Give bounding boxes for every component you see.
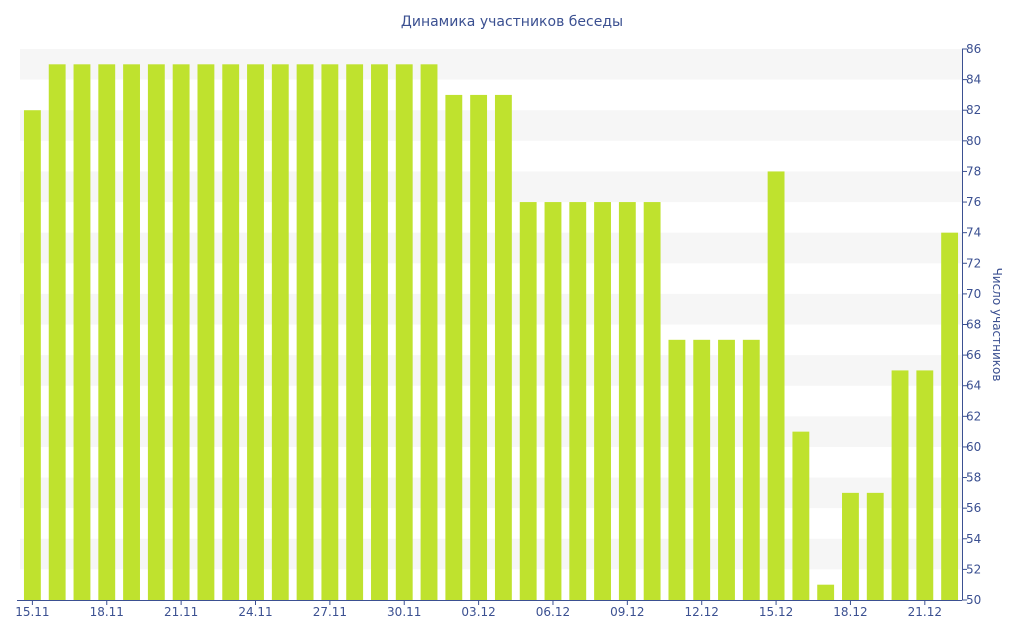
y-tick-label: 50 (966, 593, 981, 607)
y-tick-label: 86 (966, 42, 981, 56)
y-tick-label: 68 (966, 318, 981, 332)
bar[interactable] (693, 339, 711, 600)
bar[interactable] (48, 64, 66, 600)
bar[interactable] (792, 431, 810, 600)
bar[interactable] (470, 94, 488, 601)
bar[interactable] (123, 64, 140, 600)
y-tick-label: 74 (966, 226, 981, 240)
bar[interactable] (296, 64, 314, 600)
bar[interactable] (420, 64, 438, 600)
x-tick-labels: 15.11 18.11 21.11 24.11 27.11 30.11 03.12 06.12… (15, 600, 942, 619)
bar[interactable] (247, 64, 264, 600)
bar[interactable] (891, 370, 909, 600)
x-tick-label: 27.11 (313, 605, 347, 619)
bar[interactable] (569, 202, 587, 600)
x-tick-label: 21.12 (908, 605, 942, 619)
bar[interactable] (73, 64, 91, 600)
y-axis-label: Число участников (990, 268, 1004, 382)
y-tick-label: 58 (966, 471, 981, 485)
y-tick-label: 76 (966, 195, 981, 209)
bar[interactable] (668, 339, 686, 600)
bars (23, 64, 959, 601)
y-tick-label: 80 (966, 134, 981, 148)
bar[interactable] (916, 370, 934, 600)
bar[interactable] (742, 339, 760, 600)
x-tick-label: 30.11 (387, 605, 421, 619)
bar[interactable] (618, 202, 636, 600)
bar[interactable] (817, 584, 835, 600)
x-tick-label: 03.12 (461, 605, 495, 619)
bar[interactable] (371, 64, 388, 600)
bar[interactable] (23, 110, 41, 600)
x-tick-label: 18.11 (90, 605, 124, 619)
bar[interactable] (395, 64, 413, 600)
y-tick-label: 54 (966, 532, 981, 546)
bar[interactable] (494, 94, 512, 601)
bar[interactable] (842, 492, 859, 600)
bar[interactable] (172, 64, 190, 600)
y-tick-labels: 50 52 54 56 58 60 62 64 66 68 70 72 74 76 78 80 82 84 86 (962, 42, 981, 607)
x-tick-label: 09.12 (610, 605, 644, 619)
bar[interactable] (941, 232, 959, 601)
y-tick-label: 60 (966, 440, 981, 454)
bar[interactable] (346, 64, 364, 600)
y-tick-label: 84 (966, 73, 981, 87)
y-tick-label: 52 (966, 562, 981, 576)
bar[interactable] (643, 202, 661, 600)
y-tick-label: 62 (966, 409, 981, 423)
bar[interactable] (147, 64, 165, 600)
bar[interactable] (445, 94, 463, 601)
bar[interactable] (321, 64, 339, 600)
y-tick-label: 64 (966, 379, 981, 393)
chart-title: Динамика участников беседы (400, 14, 624, 30)
y-tick-label: 82 (966, 103, 981, 117)
bar[interactable] (98, 64, 116, 600)
bar[interactable] (271, 64, 289, 600)
bar[interactable] (718, 339, 735, 600)
y-tick-label: 70 (966, 287, 981, 301)
x-tick-label: 15.12 (759, 605, 793, 619)
bar[interactable] (222, 64, 240, 600)
bar[interactable] (519, 202, 537, 600)
y-tick-label: 66 (966, 348, 981, 362)
bar[interactable] (866, 492, 884, 600)
x-tick-label: 12.12 (685, 605, 719, 619)
x-tick-label: 24.11 (238, 605, 272, 619)
y-tick-label: 72 (966, 256, 981, 270)
bar[interactable] (544, 202, 562, 600)
x-tick-label: 15.11 (15, 605, 49, 619)
y-tick-label: 78 (966, 164, 981, 178)
bar[interactable] (767, 171, 785, 600)
bar[interactable] (197, 64, 215, 600)
bar[interactable] (594, 202, 611, 600)
x-tick-label: 06.12 (536, 605, 570, 619)
x-tick-label: 18.12 (833, 605, 867, 619)
x-tick-label: 21.11 (164, 605, 198, 619)
y-tick-label: 56 (966, 501, 981, 515)
